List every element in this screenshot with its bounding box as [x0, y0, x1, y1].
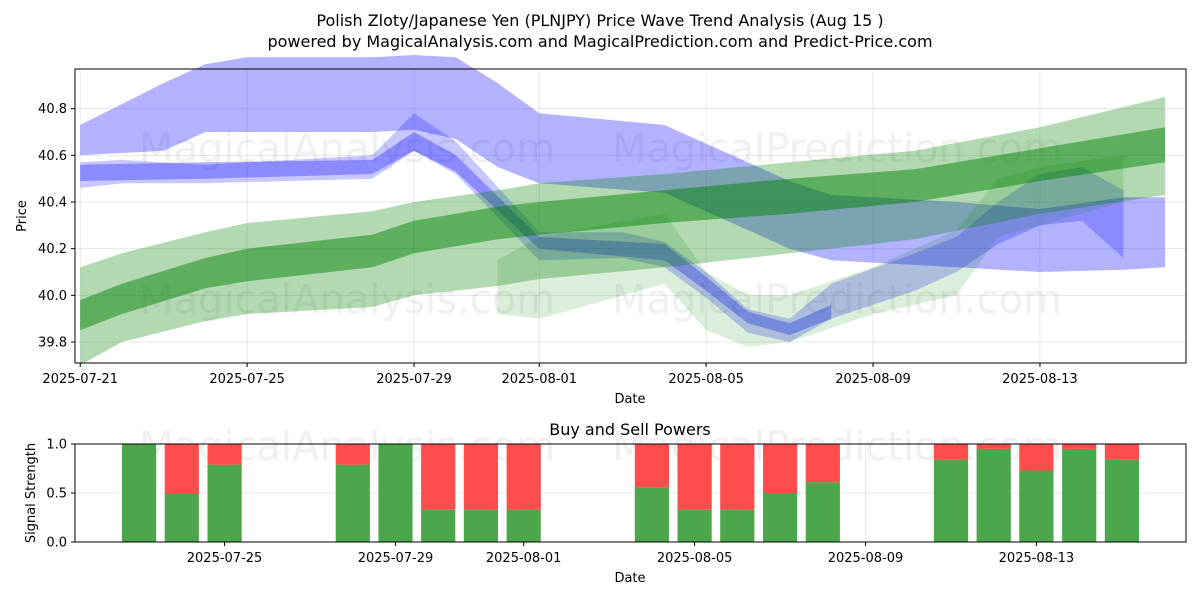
- sell-bar-2025-08-04: [634, 444, 669, 488]
- buy-bar-2025-07-28: [335, 464, 370, 542]
- signal-y-tick-label: 0.5: [46, 487, 67, 502]
- price-y-tick-label: 40.0: [38, 289, 67, 304]
- price-axes-frame: [74, 68, 1187, 364]
- price-wave-bands: [80, 55, 1166, 366]
- sell-bar-2025-08-14: [1062, 444, 1097, 449]
- price-x-axis-label: Date: [614, 392, 645, 407]
- buy-bar-2025-08-05: [677, 509, 712, 542]
- signal-x-tick-label: 2025-08-05: [657, 551, 733, 566]
- price-y-tick-label: 40.4: [38, 196, 67, 211]
- price-y-ticks: 39.8 40.0 40.2 40.4 40.6 40.8: [38, 102, 75, 351]
- price-x-tick-label: 2025-08-09: [835, 372, 911, 387]
- price-x-tick-label: 2025-07-29: [376, 372, 452, 387]
- sell-bar-2025-08-11: [933, 444, 969, 460]
- signal-x-ticks: 2025-07-25 2025-07-29 2025-08-01 2025-08-05…: [187, 542, 1074, 566]
- sell-bar-2025-07-28: [335, 444, 370, 465]
- buy-bar-2025-07-23: [122, 444, 157, 542]
- buy-bar-2025-08-07: [763, 493, 798, 542]
- signal-y-ticks: 0.0 0.5 1.0: [46, 438, 75, 551]
- watermark-prediction-top: MagicalPrediction.com: [612, 126, 1062, 172]
- watermark-prediction-mid: MagicalPrediction.com: [612, 277, 1062, 323]
- watermark-analysis-top: MagicalAnalysis.com: [139, 126, 555, 172]
- buy-bar-2025-08-11: [933, 459, 969, 542]
- chart-title: Polish Zloty/Japanese Yen (PLNJPY) Price…: [316, 11, 883, 30]
- sell-bar-2025-08-07: [763, 444, 798, 493]
- buy-bar-2025-08-12: [976, 448, 1011, 542]
- signal-panel-title: Buy and Sell Powers: [549, 420, 711, 439]
- green-wave-thin-band: [497, 155, 1124, 347]
- price-x-tick-label: 2025-07-25: [209, 372, 285, 387]
- signal-y-tick-label: 0.0: [46, 536, 67, 551]
- sell-bar-2025-07-24: [164, 444, 199, 493]
- signal-y-tick-label: 1.0: [46, 438, 67, 453]
- buy-bar-2025-08-01: [506, 509, 541, 542]
- green-wave-outer-band: [80, 97, 1166, 366]
- price-x-tick-label: 2025-08-05: [668, 372, 744, 387]
- signal-x-tick-label: 2025-08-01: [486, 551, 562, 566]
- buy-bar-2025-07-31: [463, 509, 498, 542]
- price-grid: [75, 69, 1186, 363]
- sell-bar-2025-08-15: [1104, 444, 1139, 460]
- buy-bar-2025-08-15: [1104, 459, 1139, 542]
- price-y-tick-label: 39.8: [38, 336, 67, 351]
- price-y-axis-label: Price: [15, 200, 30, 232]
- watermark-analysis-mid: MagicalAnalysis.com: [139, 277, 555, 323]
- signal-x-axis-label: Date: [614, 571, 645, 586]
- green-wave-core-band: [80, 127, 1166, 331]
- price-y-tick-label: 40.8: [38, 102, 67, 117]
- sell-bar-2025-07-30: [421, 444, 456, 510]
- buy-bar-2025-08-14: [1062, 448, 1097, 542]
- signal-panel: Buy and Sell Powers 0.0 0.5 1.0 2025-07-25…: [24, 420, 1187, 586]
- chart-subtitle: powered by MagicalAnalysis.com and Magic…: [267, 32, 932, 51]
- buy-bar-2025-07-30: [421, 509, 456, 542]
- sell-bar-2025-08-05: [677, 444, 712, 510]
- sell-bar-2025-07-25: [207, 444, 242, 465]
- blue-wave-core-band: [80, 132, 832, 335]
- sell-bar-2025-08-13: [1019, 444, 1054, 471]
- buy-bar-2025-08-08: [805, 482, 840, 542]
- sell-bar-2025-07-31: [463, 444, 498, 510]
- price-panel: 39.840.040.240.440.640.8 2025-07-21 2025-…: [15, 55, 1187, 407]
- buy-bar-2025-08-06: [720, 509, 755, 542]
- price-x-tick-label: 2025-08-13: [1002, 372, 1078, 387]
- signal-x-tick-label: 2025-07-29: [358, 551, 434, 566]
- sell-bar-2025-08-06: [720, 444, 755, 510]
- blue-wave-outer-band: [80, 55, 1166, 272]
- buy-bar-2025-07-24: [164, 493, 199, 542]
- price-x-tick-label: 2025-08-01: [501, 372, 577, 387]
- sell-bar-2025-08-08: [805, 444, 840, 483]
- buy-bar-2025-07-29: [378, 444, 413, 542]
- price-y-tick-label: 40.6: [38, 149, 67, 164]
- signal-y-axis-label: Signal Strength: [24, 443, 39, 543]
- price-x-ticks: 2025-07-21 2025-07-25 2025-07-29 2025-08-01…: [42, 363, 1078, 387]
- buy-bar-2025-08-13: [1019, 470, 1054, 542]
- signal-x-tick-label: 2025-07-25: [187, 551, 263, 566]
- signal-x-tick-label: 2025-08-09: [828, 551, 904, 566]
- price-x-tick-label: 2025-07-21: [42, 372, 118, 387]
- blue-wave-inner-band: [80, 113, 1124, 342]
- price-y-tick-label: 40.2: [38, 242, 67, 257]
- buy-bar-2025-08-04: [634, 487, 669, 542]
- sell-bar-2025-08-12: [976, 444, 1011, 449]
- buy-bar-2025-07-25: [207, 464, 242, 542]
- signal-bars: [122, 444, 1139, 542]
- signal-x-tick-label: 2025-08-13: [999, 551, 1075, 566]
- sell-bar-2025-08-01: [506, 444, 541, 510]
